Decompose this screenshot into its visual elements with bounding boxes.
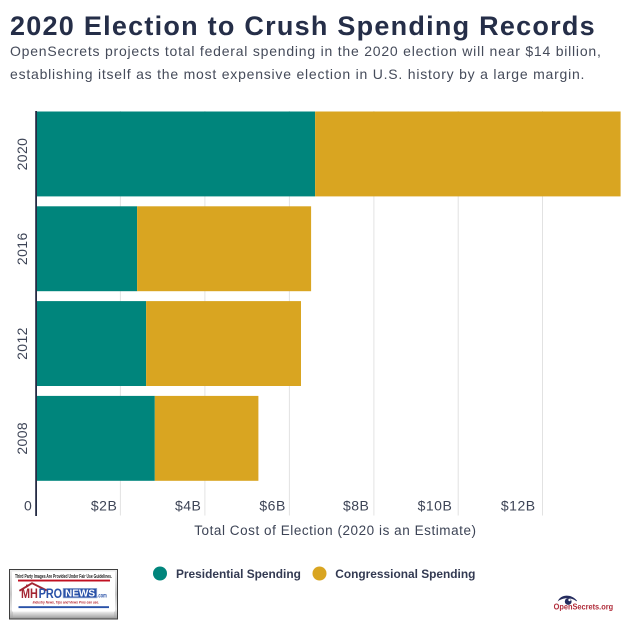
svg-text:$12B: $12B — [501, 498, 536, 514]
svg-text:MH: MH — [21, 586, 38, 601]
svg-text:Congressional Spending: Congressional Spending — [335, 567, 475, 581]
svg-text:2020: 2020 — [14, 138, 30, 171]
svg-text:$4B: $4B — [175, 498, 201, 514]
svg-text:0: 0 — [24, 498, 32, 514]
svg-text:Total Cost of Election (2020 i: Total Cost of Election (2020 is an Estim… — [194, 523, 476, 538]
svg-text:$8B: $8B — [343, 498, 369, 514]
svg-text:OpenSecrets.org: OpenSecrets.org — [554, 603, 614, 612]
svg-text:2012: 2012 — [14, 327, 30, 360]
svg-text:2016: 2016 — [14, 232, 30, 265]
svg-text:Industry News, Tips and Views: Industry News, Tips and Views Pros can u… — [33, 600, 100, 605]
svg-text:.com: .com — [97, 593, 107, 600]
svg-text:NEWS: NEWS — [65, 588, 95, 600]
svg-text:PRO: PRO — [39, 586, 63, 601]
svg-text:Third Party Images Are Provide: Third Party Images Are Provided Under Fa… — [15, 574, 112, 580]
svg-text:$6B: $6B — [259, 498, 285, 514]
svg-text:$10B: $10B — [418, 498, 453, 514]
svg-text:$2B: $2B — [91, 498, 117, 514]
svg-text:Presidential Spending: Presidential Spending — [176, 567, 301, 581]
svg-text:2008: 2008 — [14, 422, 30, 455]
